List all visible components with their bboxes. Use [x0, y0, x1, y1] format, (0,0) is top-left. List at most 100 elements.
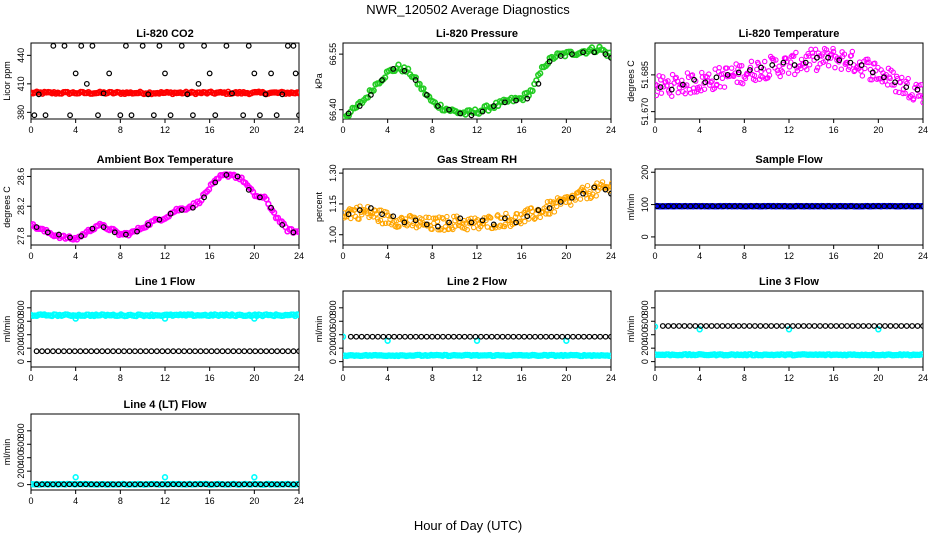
- data-point: [284, 43, 291, 49]
- data-point: [164, 348, 171, 355]
- data-point: [660, 84, 667, 90]
- data-point: [720, 203, 727, 210]
- data-point: [450, 333, 457, 340]
- data-point: [470, 224, 477, 231]
- data-point: [780, 59, 787, 66]
- data-point: [457, 215, 464, 222]
- y-tick-label: 400: [16, 450, 26, 465]
- data-point: [553, 203, 560, 210]
- data-point: [558, 201, 564, 207]
- data-point: [779, 69, 786, 75]
- data-point: [897, 203, 904, 210]
- data-point: [502, 221, 508, 228]
- data-point: [279, 91, 286, 98]
- data-point: [701, 80, 707, 86]
- data-point: [696, 326, 703, 333]
- x-tick-label: 8: [430, 125, 435, 135]
- data-point: [825, 62, 832, 69]
- data-point: [793, 49, 799, 56]
- data-point: [735, 69, 742, 76]
- panel-title: Sample Flow: [755, 154, 823, 166]
- data-point: [356, 207, 363, 213]
- data-point: [499, 215, 505, 221]
- data-point: [225, 348, 231, 355]
- data-point: [483, 217, 489, 224]
- x-tick-label: 20: [249, 251, 259, 261]
- data-point: [407, 333, 414, 340]
- data-point: [295, 90, 299, 97]
- panel-y-axis-label: kPa: [314, 73, 324, 89]
- x-tick-label: 4: [73, 251, 78, 261]
- data-point: [61, 481, 67, 488]
- x-tick-label: 20: [873, 373, 883, 383]
- data-point: [584, 182, 591, 189]
- data-point: [800, 323, 807, 329]
- data-point: [257, 481, 264, 488]
- data-point: [356, 103, 363, 109]
- x-tick-label: 16: [517, 125, 527, 135]
- data-point: [77, 481, 84, 488]
- panel-5: Gas Stream RH percent 0 4 8 12 16 20 24 1.00 1.15 1…: [314, 154, 616, 261]
- data-point: [246, 348, 253, 355]
- data-point: [608, 54, 611, 61]
- x-tick-label: 12: [472, 373, 482, 383]
- data-point: [902, 90, 908, 96]
- data-point: [274, 481, 281, 488]
- data-point: [440, 333, 446, 340]
- data-point: [529, 208, 535, 215]
- data-point: [186, 481, 193, 488]
- data-point: [66, 481, 73, 488]
- data-point: [881, 74, 887, 81]
- data-point: [584, 195, 590, 202]
- data-point: [230, 348, 237, 355]
- data-point: [689, 72, 696, 78]
- data-point: [693, 203, 699, 210]
- data-point: [602, 51, 609, 58]
- panel-8: Line 2 Flow ml/min 0 4 8 12 16 20 24 0 20040060080…: [314, 276, 616, 383]
- data-point: [285, 348, 291, 355]
- data-point: [919, 351, 923, 358]
- x-tick-label: 20: [873, 125, 883, 135]
- x-tick-label: 16: [517, 251, 527, 261]
- data-point: [33, 481, 40, 488]
- data-point: [591, 49, 598, 56]
- data-point: [788, 59, 794, 65]
- data-point: [190, 204, 196, 211]
- data-point: [849, 323, 856, 329]
- data-point: [747, 67, 753, 73]
- data-point: [78, 43, 85, 49]
- data-point: [364, 333, 370, 340]
- data-point: [515, 333, 522, 340]
- y-tick-label: 400: [16, 327, 26, 342]
- data-point: [813, 67, 820, 74]
- y-tick-label: 0: [16, 359, 26, 364]
- data-point: [214, 481, 220, 488]
- data-point: [390, 213, 397, 220]
- data-point: [159, 481, 166, 488]
- data-point: [348, 215, 354, 222]
- data-point: [795, 323, 802, 329]
- data-point: [55, 348, 62, 355]
- x-tick-label: 16: [829, 125, 839, 135]
- data-point: [532, 333, 539, 340]
- data-point: [223, 43, 230, 49]
- x-tick-label: 0: [652, 373, 657, 383]
- data-point: [753, 203, 760, 210]
- data-point: [822, 323, 829, 329]
- data-point: [765, 203, 771, 210]
- data-point: [123, 231, 129, 238]
- data-point: [100, 224, 107, 231]
- data-point: [61, 43, 68, 49]
- data-point: [290, 481, 297, 488]
- data-point: [903, 203, 910, 210]
- data-point: [735, 71, 742, 78]
- panel-1: Li-820 CO2 Licor ppm 0 4 8 12 16 20 24 380 410 440: [2, 28, 304, 135]
- data-point: [706, 71, 712, 77]
- data-point: [396, 333, 403, 340]
- data-point: [535, 80, 542, 87]
- data-point: [296, 481, 299, 488]
- y-tick-label: 440: [16, 48, 26, 63]
- data-point: [832, 64, 838, 71]
- data-point: [568, 202, 574, 208]
- data-point: [214, 348, 220, 355]
